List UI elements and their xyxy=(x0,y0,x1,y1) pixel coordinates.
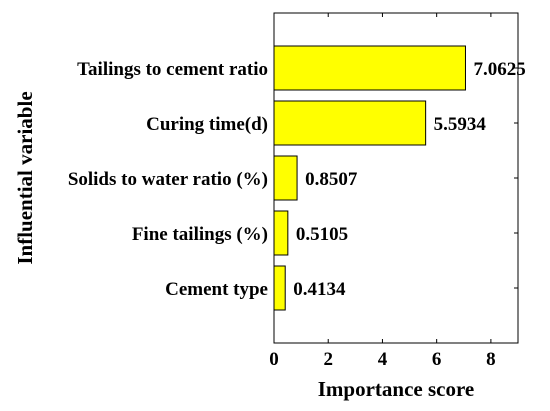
bar xyxy=(273,265,286,311)
category-labels-group: Tailings to cement ratio Curing time(d) So… xyxy=(68,59,268,300)
x-axis-label: Importance score xyxy=(318,377,475,401)
category-label: Tailings to cement ratio xyxy=(77,59,268,80)
x-ticks-group: 0 2 4 6 8 xyxy=(269,13,518,370)
value-label: 5.5934 xyxy=(434,114,487,135)
value-label: 0.8507 xyxy=(305,169,358,190)
x-tick-label: 4 xyxy=(378,349,388,370)
bar xyxy=(273,100,427,146)
category-label: Fine tailings (%) xyxy=(132,224,268,245)
x-tick-label: 2 xyxy=(323,349,333,370)
bar xyxy=(273,45,466,91)
value-label: 0.5105 xyxy=(296,224,348,245)
y-axis-label: Influential variable xyxy=(13,91,37,264)
bar xyxy=(273,155,298,201)
x-tick-label: 8 xyxy=(486,349,496,370)
bars-group xyxy=(273,45,466,311)
x-tick-label: 0 xyxy=(269,349,279,370)
value-label: 0.4134 xyxy=(293,279,346,300)
category-label: Cement type xyxy=(165,279,268,300)
value-label: 7.0625 xyxy=(473,59,525,80)
bar xyxy=(273,210,289,256)
category-label: Curing time(d) xyxy=(146,114,268,135)
value-labels-group: 7.0625 5.5934 0.8507 0.5105 0.4134 xyxy=(293,59,526,300)
x-tick-label: 6 xyxy=(432,349,442,370)
category-label: Solids to water ratio (%) xyxy=(68,169,268,190)
